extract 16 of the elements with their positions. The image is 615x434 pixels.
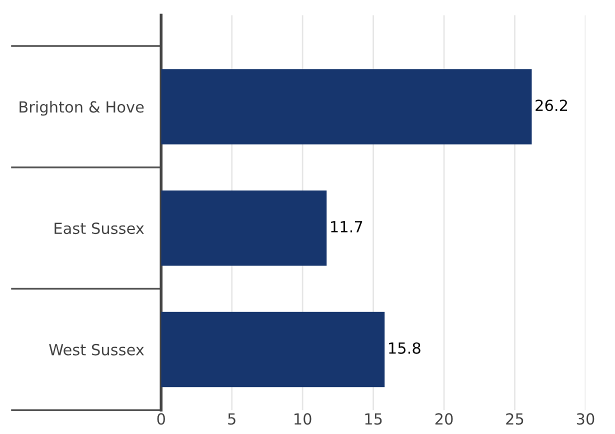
data-label: 15.8 bbox=[389, 342, 420, 354]
x-tick-label: 15 bbox=[365, 413, 382, 425]
x-tick-label: 0 bbox=[157, 413, 165, 425]
bar bbox=[161, 69, 532, 144]
x-tick-label: 10 bbox=[294, 413, 312, 425]
y-tick-label: West Sussex bbox=[49, 344, 144, 356]
data-label: 26.2 bbox=[536, 100, 567, 112]
x-tick-label: 20 bbox=[435, 413, 453, 425]
bar bbox=[161, 312, 385, 388]
bar bbox=[161, 190, 327, 266]
x-tick-label: 5 bbox=[228, 413, 236, 425]
y-tick-label: East Sussex bbox=[54, 222, 144, 234]
data-label: 11.7 bbox=[331, 221, 362, 232]
x-tick-label: 25 bbox=[506, 413, 524, 425]
y-tick-label: Brighton & Hove bbox=[20, 100, 144, 116]
x-tick-label: 30 bbox=[576, 413, 594, 425]
